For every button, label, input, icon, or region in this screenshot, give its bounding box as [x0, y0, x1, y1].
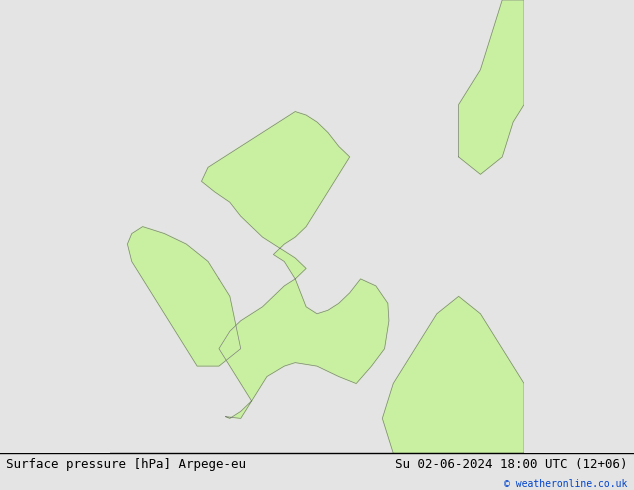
- Text: Surface pressure [hPa] Arpege-eu: Surface pressure [hPa] Arpege-eu: [6, 458, 247, 471]
- Text: Su 02-06-2024 18:00 UTC (12+06): Su 02-06-2024 18:00 UTC (12+06): [395, 458, 628, 471]
- Polygon shape: [127, 227, 241, 366]
- Polygon shape: [202, 112, 389, 418]
- Polygon shape: [382, 296, 524, 453]
- Polygon shape: [458, 0, 524, 174]
- Text: © weatheronline.co.uk: © weatheronline.co.uk: [504, 480, 628, 490]
